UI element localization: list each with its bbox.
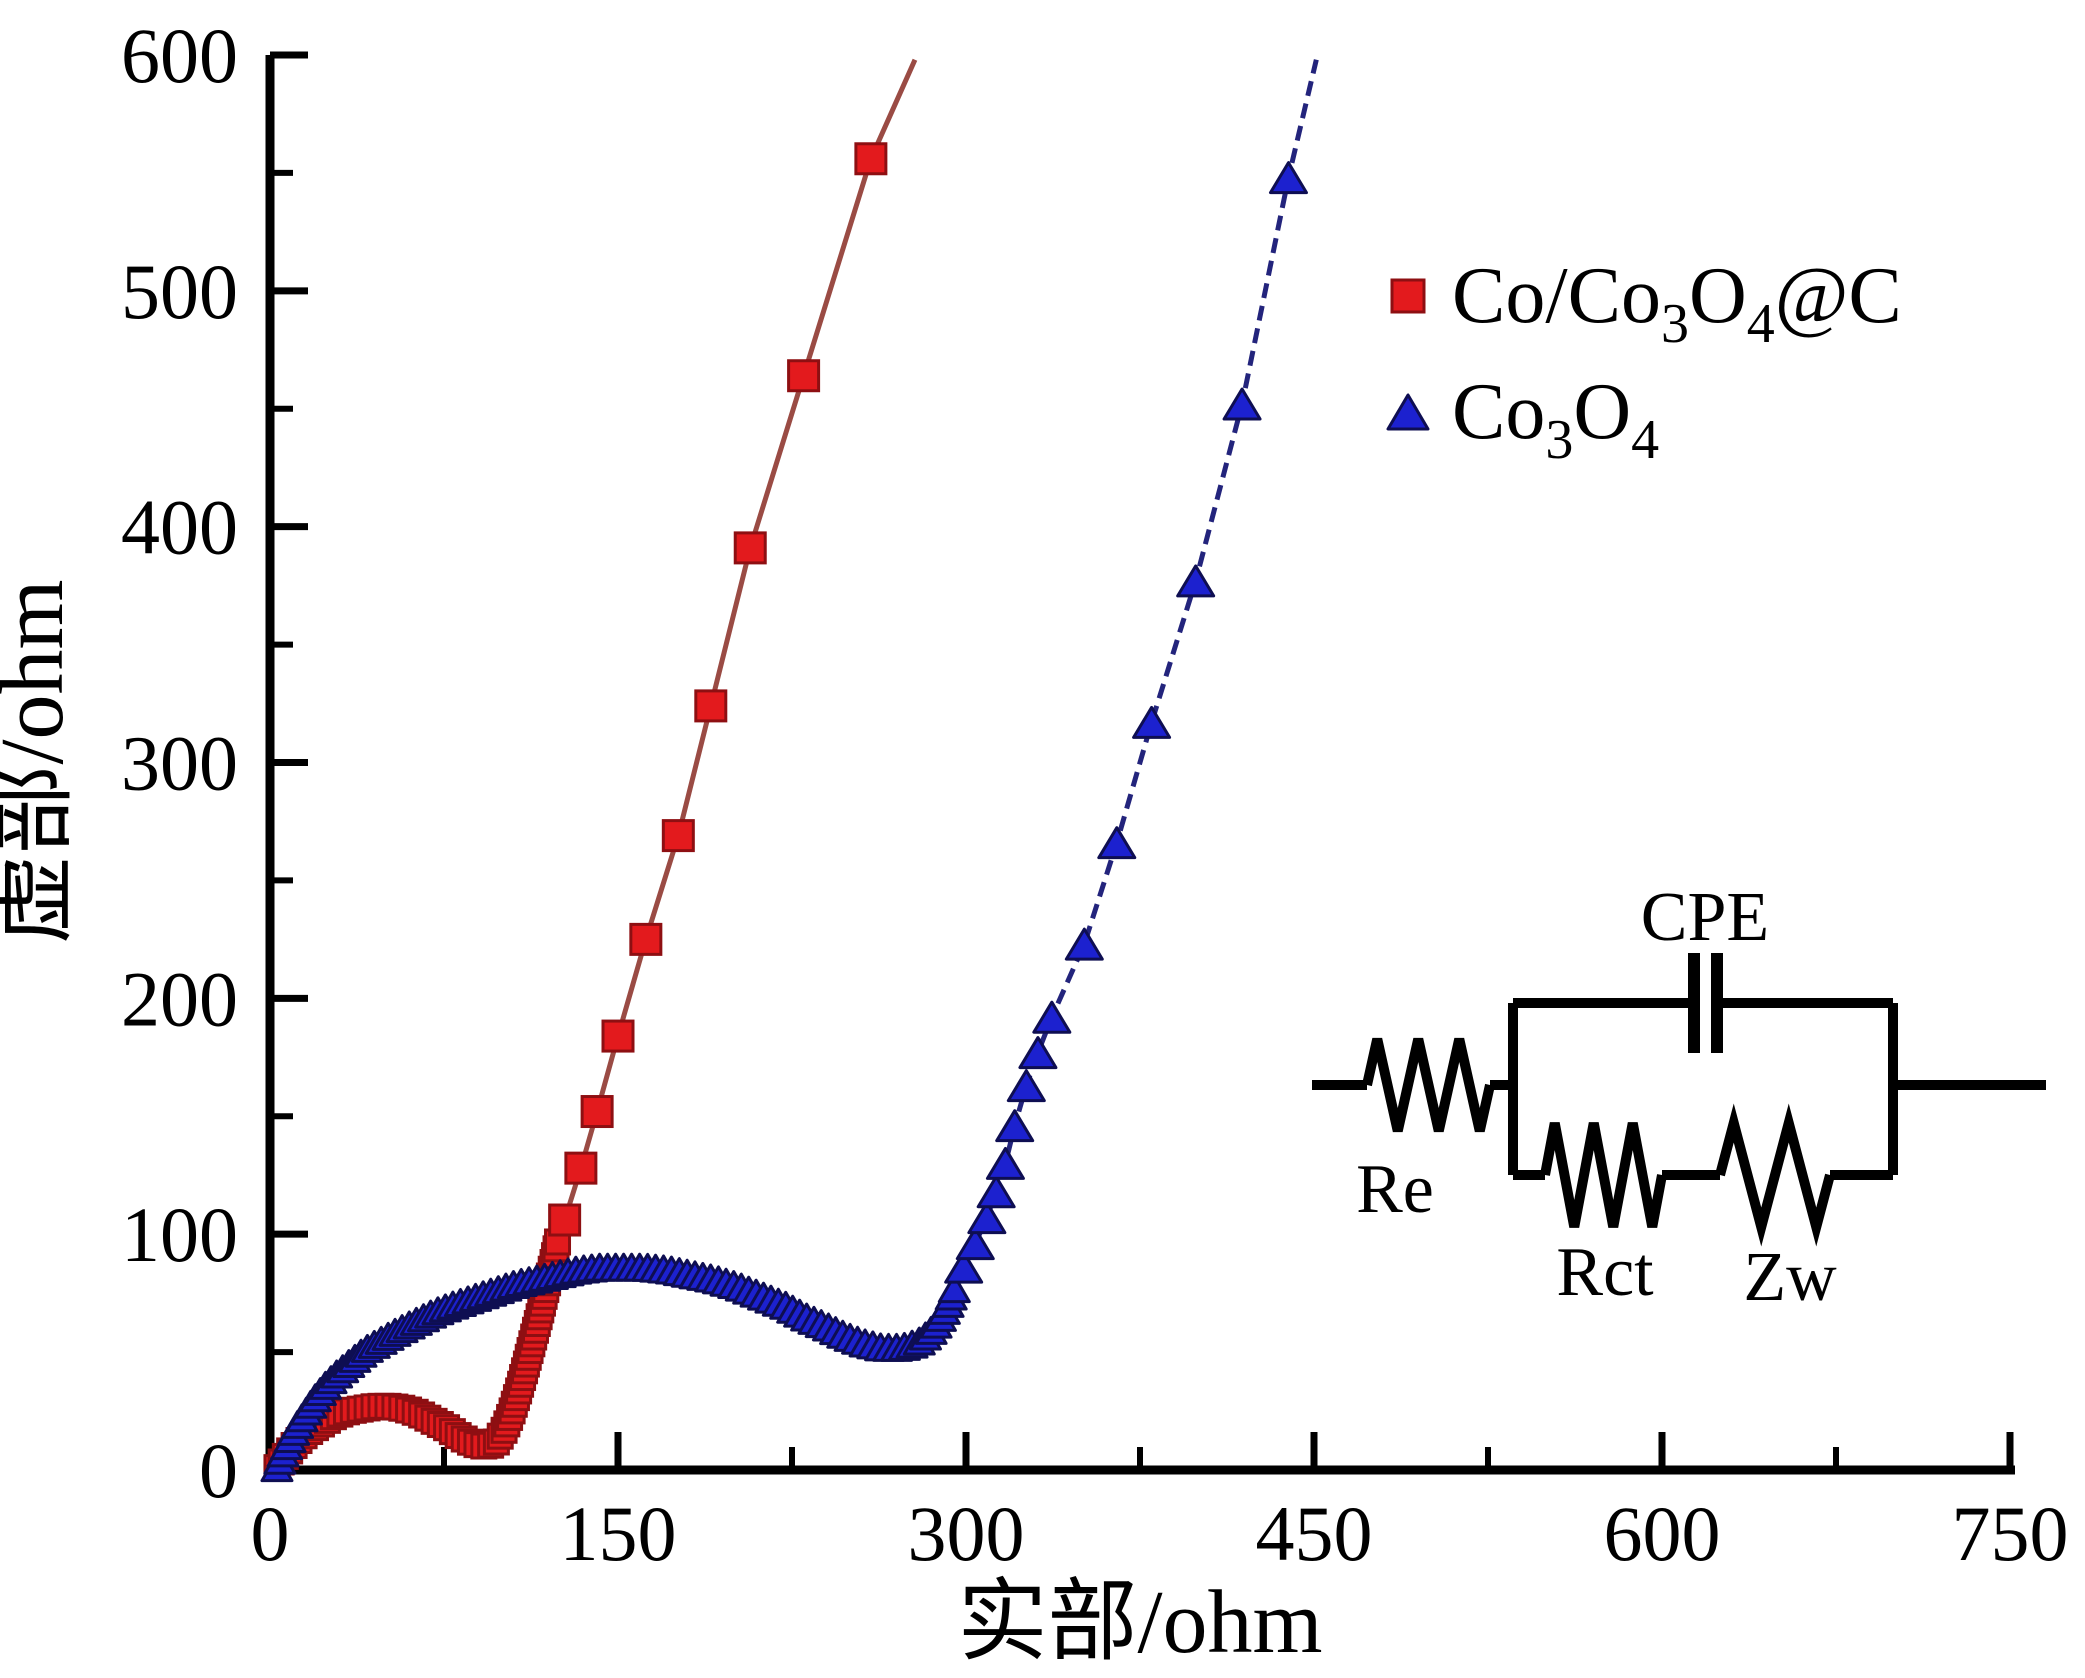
y-tick-label: 200 bbox=[121, 955, 238, 1042]
triangle-marker bbox=[967, 1201, 1007, 1235]
y-tick-label: 0 bbox=[199, 1427, 238, 1514]
x-tick-label: 600 bbox=[1604, 1490, 1721, 1577]
triangle-marker bbox=[1132, 705, 1172, 739]
triangle-marker bbox=[995, 1109, 1035, 1143]
legend: Co/Co3O4@C Co3O4 bbox=[1386, 252, 1902, 471]
y-tick-label: 500 bbox=[121, 248, 238, 335]
triangle-marker bbox=[1006, 1069, 1046, 1103]
axes: 0 150 300 450 600 750 0 100 200 300 400 500 600 实部/oh… bbox=[0, 12, 2069, 1672]
rct-resistor bbox=[1540, 1122, 1667, 1228]
triangle-marker bbox=[944, 1250, 984, 1284]
square-marker bbox=[548, 1203, 582, 1237]
x-tick-label: 0 bbox=[251, 1490, 290, 1577]
rct-label: Rct bbox=[1556, 1234, 1654, 1311]
x-tick-label: 450 bbox=[1256, 1490, 1373, 1577]
y-tick-label: 600 bbox=[121, 12, 238, 99]
x-tick-label: 150 bbox=[560, 1490, 677, 1577]
zw-label: Zw bbox=[1743, 1239, 1837, 1316]
triangle-marker bbox=[976, 1175, 1016, 1209]
triangle-marker bbox=[985, 1146, 1025, 1180]
y-tick-label: 300 bbox=[121, 720, 238, 807]
legend-label: Co/Co3O4@C bbox=[1452, 252, 1902, 355]
square-marker bbox=[564, 1151, 598, 1185]
equivalent-circuit-inset: CPE Re Rct Zw bbox=[1312, 879, 2046, 1316]
square-marker bbox=[854, 142, 888, 176]
y-tick-label: 100 bbox=[121, 1191, 238, 1278]
y-axis-title: 虚部/ohm bbox=[0, 579, 82, 944]
triangle-marker bbox=[955, 1227, 995, 1261]
square-marker bbox=[787, 359, 821, 393]
triangle-marker bbox=[1097, 826, 1137, 860]
cpe-label: CPE bbox=[1641, 879, 1769, 956]
zw-warburg-element bbox=[1715, 1103, 1835, 1247]
series-line bbox=[274, 59, 1319, 1469]
legend-triangle-marker bbox=[1386, 393, 1430, 431]
square-marker bbox=[629, 922, 663, 956]
square-marker bbox=[580, 1095, 614, 1129]
square-marker bbox=[694, 689, 728, 723]
x-axis-title: 实部/ohm bbox=[957, 1573, 1322, 1672]
square-marker bbox=[601, 1019, 635, 1053]
legend-label: Co3O4 bbox=[1452, 368, 1659, 471]
re-resistor bbox=[1362, 1037, 1495, 1133]
re-label: Re bbox=[1356, 1151, 1434, 1228]
square-marker bbox=[661, 819, 695, 853]
triangle-marker bbox=[1268, 161, 1308, 195]
square-marker bbox=[733, 531, 767, 565]
x-tick-label: 300 bbox=[908, 1490, 1025, 1577]
legend-item: Co/Co3O4@C bbox=[1390, 252, 1902, 355]
triangle-marker bbox=[1032, 1000, 1072, 1034]
data-series bbox=[260, 58, 1319, 1483]
dense-triangle-marker bbox=[937, 1274, 971, 1304]
triangle-marker bbox=[1064, 927, 1104, 961]
y-tick-label: 400 bbox=[121, 484, 238, 571]
x-tick-label: 750 bbox=[1952, 1490, 2069, 1577]
legend-square-marker bbox=[1390, 278, 1426, 314]
legend-item: Co3O4 bbox=[1386, 368, 1659, 471]
triangle-marker bbox=[1176, 564, 1216, 598]
series-line bbox=[274, 58, 918, 1470]
triangle-marker bbox=[1018, 1036, 1058, 1070]
triangle-marker bbox=[1222, 387, 1262, 421]
series-co3o4 bbox=[260, 59, 1319, 1483]
